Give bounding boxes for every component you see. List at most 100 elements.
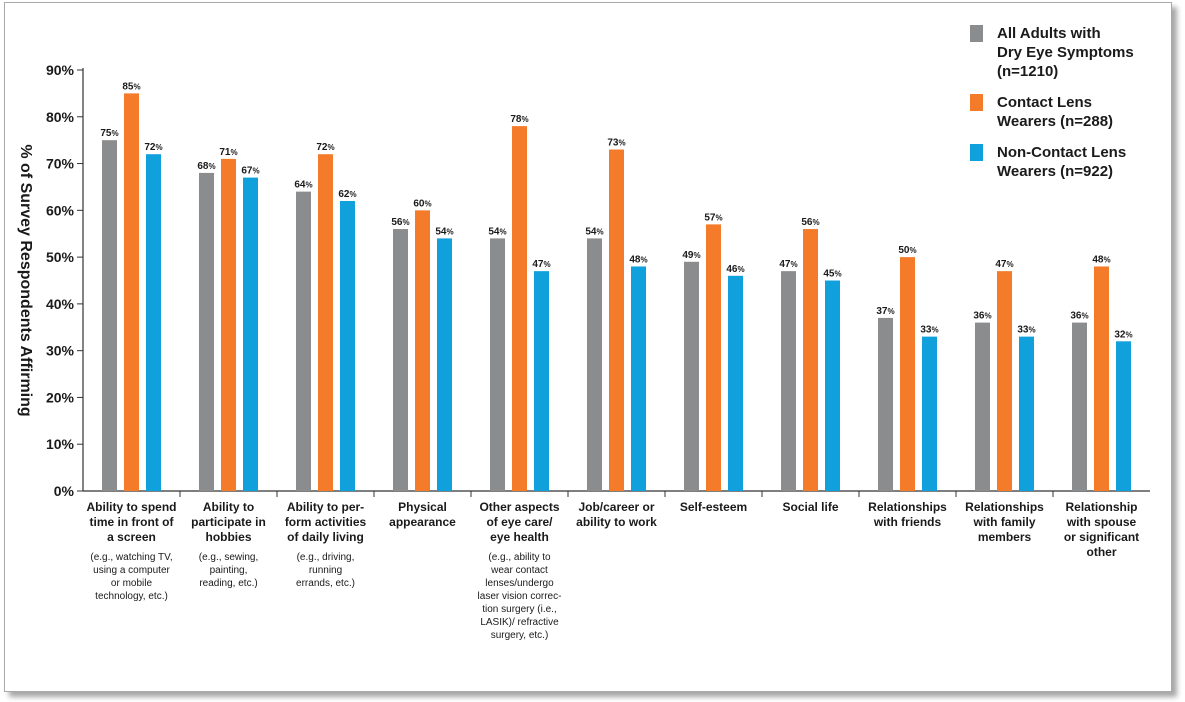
bar-value-label: 48% — [629, 254, 647, 265]
bar — [318, 154, 333, 491]
bar — [1072, 322, 1087, 491]
bar — [825, 280, 840, 491]
y-tick-label: 60% — [46, 202, 75, 218]
legend-entry-label: Non-Contact Lens — [997, 144, 1126, 161]
bar — [102, 140, 117, 491]
x-category-label: appearance — [389, 515, 456, 529]
x-category-label: Ability to per- — [287, 500, 364, 514]
bar-value-label: 37% — [876, 306, 894, 317]
x-category-label: or significant — [1064, 530, 1139, 544]
bar — [243, 177, 258, 492]
legend-entry-label: All Adults with — [997, 25, 1101, 42]
bar — [415, 210, 430, 492]
bar — [587, 238, 602, 491]
x-category-note: technology, etc.) — [95, 591, 168, 602]
bar — [997, 271, 1012, 491]
x-category-note: errands, etc.) — [296, 578, 355, 589]
y-tick-label: 20% — [46, 389, 75, 405]
bar-value-label: 71% — [219, 147, 237, 158]
x-category-note: painting, — [210, 565, 248, 576]
x-category-note: surgery, etc.) — [491, 630, 549, 641]
bar-value-label: 62% — [338, 189, 356, 200]
legend-entry-label: Contact Lens — [997, 94, 1092, 111]
x-category-label: Relationships — [965, 500, 1044, 514]
bar — [393, 229, 408, 492]
legend-entry-label: Wearers (n=288) — [997, 113, 1113, 130]
bar-value-label: 32% — [1114, 329, 1132, 340]
x-category-label: Self-esteem — [680, 500, 747, 514]
x-category-note: using a computer — [93, 565, 170, 576]
legend-swatch — [970, 94, 983, 111]
bar-value-label: 67% — [241, 166, 259, 177]
bar-value-label: 78% — [510, 114, 528, 125]
bar-value-label: 47% — [779, 259, 797, 270]
bar-chart: % of Survey Respondents Affirming 0% 10% 20… — [17, 25, 1150, 641]
x-category-note: (e.g., ability to — [488, 552, 551, 563]
bar — [437, 238, 452, 491]
bar-value-label: 73% — [607, 138, 625, 149]
bar — [1019, 336, 1034, 491]
x-category-label: of daily living — [287, 530, 364, 544]
y-tick-label: 0% — [54, 483, 75, 499]
y-tick-label: 30% — [46, 343, 75, 359]
x-category-label: of eye care/ — [486, 515, 553, 529]
x-category-note: tion surgery (i.e., — [482, 604, 556, 615]
bar — [512, 126, 527, 491]
bar-value-label: 36% — [973, 311, 991, 322]
x-category-label: hobbies — [205, 530, 251, 544]
y-axis-label: % of Survey Respondents Affirming — [17, 144, 34, 416]
x-category-label: members — [978, 530, 1032, 544]
y-tick-label: 40% — [46, 296, 75, 312]
bar — [146, 154, 161, 491]
x-category-note: running — [309, 565, 342, 576]
bar — [922, 336, 937, 491]
bar — [975, 322, 990, 491]
bar — [1116, 341, 1131, 491]
x-category-label: Social life — [782, 500, 838, 514]
bar — [221, 158, 236, 491]
bar — [609, 149, 624, 491]
x-category-label: Ability to spend — [87, 500, 177, 514]
x-category-label: other — [1087, 545, 1117, 559]
bar — [728, 275, 743, 491]
legend-swatch — [970, 144, 983, 161]
x-category-label: Other aspects — [479, 500, 559, 514]
x-category-note: (e.g., driving, — [297, 552, 355, 563]
bar-value-label: 57% — [704, 212, 722, 223]
x-category-label: form activities — [285, 515, 367, 529]
x-category-label: Relationship — [1065, 500, 1137, 514]
x-category-note: or mobile — [111, 578, 153, 589]
legend-swatch — [970, 25, 983, 42]
x-category-label: Physical — [398, 500, 447, 514]
bar-value-label: 54% — [435, 226, 453, 237]
x-category-note: (e.g., watching TV, — [90, 552, 172, 563]
x-category-note: wear contact — [490, 565, 548, 576]
y-tick-label: 70% — [46, 156, 75, 172]
legend-entry-label: Dry Eye Symptoms — [997, 44, 1134, 61]
legend-entry-label: Wearers (n=922) — [997, 163, 1113, 180]
x-category-note: reading, etc.) — [199, 578, 257, 589]
bar — [706, 224, 721, 491]
bar-value-label: 36% — [1070, 311, 1088, 322]
bar — [803, 229, 818, 492]
bar-value-label: 85% — [122, 81, 140, 92]
bar-value-label: 47% — [532, 259, 550, 270]
x-category-note: lenses/undergo — [485, 578, 554, 589]
x-category-label: Job/career or — [578, 500, 654, 514]
y-tick-label: 10% — [46, 436, 75, 452]
bar — [900, 257, 915, 491]
bar-value-label: 68% — [197, 161, 215, 172]
bar-value-label: 45% — [823, 269, 841, 280]
bar-value-label: 48% — [1092, 254, 1110, 265]
bar-value-label: 33% — [1017, 325, 1035, 336]
bar-value-label: 49% — [682, 250, 700, 261]
bar — [199, 172, 214, 491]
bar — [490, 238, 505, 491]
bar — [534, 271, 549, 491]
y-tick-label: 80% — [46, 109, 75, 125]
bar-value-label: 46% — [726, 264, 744, 275]
bar-value-label: 72% — [316, 142, 334, 153]
x-category-label: with spouse — [1066, 515, 1137, 529]
y-tick-label: 50% — [46, 249, 75, 265]
x-category-note: (e.g., sewing, — [199, 552, 258, 563]
